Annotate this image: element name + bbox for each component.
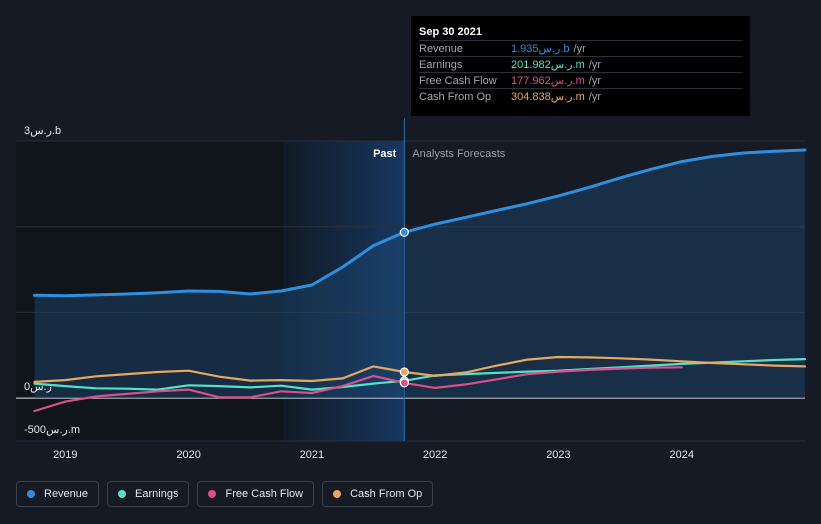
tooltip: Sep 30 2021 Revenue 1.935ر.س.b /yr Earni…: [411, 16, 750, 116]
legend-dot-icon: [27, 490, 35, 498]
free-cash-flow-marker: [399, 378, 409, 388]
legend-item-earnings[interactable]: Earnings: [107, 481, 190, 507]
past-highlight-band: [283, 141, 405, 441]
revenue-marker: [399, 227, 409, 237]
free-cash-flow-line: [33, 366, 683, 413]
tooltip-unit: /yr: [588, 59, 602, 71]
tooltip-value: 304.838ر.س.m: [511, 91, 585, 103]
legend-label: Earnings: [135, 488, 179, 500]
tooltip-date: Sep 30 2021: [419, 26, 482, 38]
legend-item-free-cash-flow[interactable]: Free Cash Flow: [197, 481, 315, 507]
x-tick-label: 2019: [53, 449, 77, 461]
period-forecast-label: Analysts Forecasts: [412, 148, 505, 160]
tooltip-unit: /yr: [573, 43, 586, 55]
legend-item-revenue[interactable]: Revenue: [16, 481, 100, 507]
tooltip-value: 177.962ر.س.m: [511, 75, 585, 87]
y-label-zero: 0ر.س: [24, 381, 52, 393]
y-label-top: 3ر.س.b: [24, 125, 61, 137]
tooltip-row-free-cash-flow: Free Cash Flow 177.962ر.س.m /yr: [419, 72, 742, 88]
period-past-label: Past: [373, 148, 397, 160]
x-tick-label: 2022: [423, 449, 447, 461]
tooltip-row-revenue: Revenue 1.935ر.س.b /yr: [419, 40, 742, 56]
tooltip-label: Free Cash Flow: [419, 75, 497, 87]
cash-from-op-marker: [399, 367, 409, 377]
revenue-line: [33, 148, 807, 298]
revenue-area: [34, 150, 805, 399]
legend-item-cash-from-op[interactable]: Cash From Op: [322, 481, 434, 507]
legend-label: Free Cash Flow: [225, 488, 304, 500]
tooltip-label: Revenue: [419, 43, 464, 55]
legend-label: Cash From Op: [350, 488, 423, 500]
legend-dot-icon: [208, 490, 217, 498]
legend-dot-icon: [333, 490, 342, 498]
tooltip-label: Earnings: [419, 59, 463, 71]
tooltip-unit: /yr: [588, 75, 602, 87]
legend-dot-icon: [118, 490, 127, 498]
tooltip-row-cash-from-op: Cash From Op 304.838ر.س.m /yr: [419, 88, 742, 104]
x-tick-label: 2020: [176, 449, 200, 461]
tooltip-unit: /yr: [588, 91, 602, 103]
tooltip-label: Cash From Op: [419, 91, 492, 103]
x-tick-label: 2021: [300, 449, 324, 461]
legend: Revenue Earnings Free Cash Flow Cash Fro…: [16, 481, 434, 507]
cash-from-op-line: [33, 355, 807, 383]
tooltip-value: 201.982ر.س.m: [511, 59, 585, 71]
tooltip-row-earnings: Earnings 201.982ر.س.m /yr: [419, 56, 742, 72]
y-label-bottom: -500ر.س.m: [24, 424, 80, 436]
x-tick-label: 2023: [546, 449, 570, 461]
legend-label: Revenue: [44, 488, 89, 500]
tooltip-value: 1.935ر.س.b: [511, 43, 570, 55]
x-tick-label: 2024: [669, 449, 693, 461]
earnings-line: [33, 358, 807, 391]
